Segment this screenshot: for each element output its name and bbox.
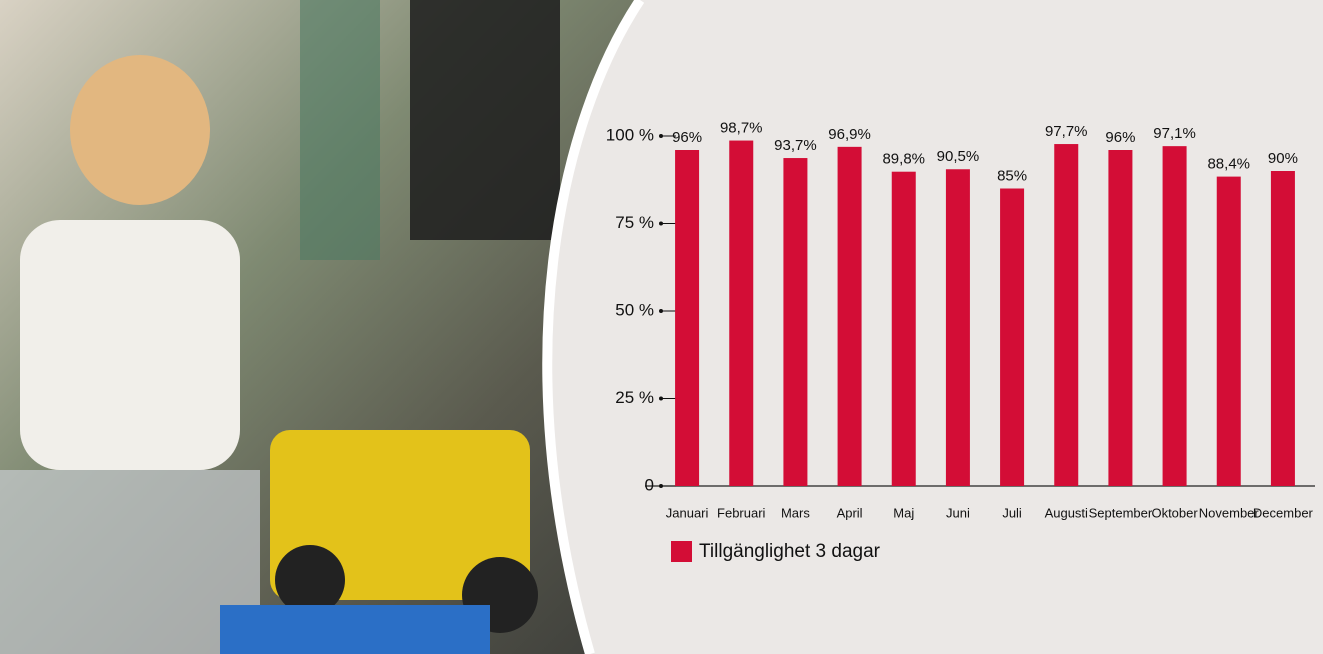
photo	[0, 0, 640, 654]
x-tick-label: November	[1199, 505, 1260, 520]
x-tick-label: Juni	[946, 505, 970, 520]
value-label: 98,7%	[720, 120, 763, 137]
value-label: 93,7%	[774, 137, 817, 154]
x-tick-label: Oktober	[1151, 505, 1198, 520]
bar	[1054, 144, 1079, 487]
x-tick-label: Januari	[666, 505, 709, 520]
value-label: 97,1%	[1153, 125, 1196, 142]
y-tick-label: 25 %	[615, 388, 654, 407]
y-tick-label: 0	[645, 475, 654, 494]
y-tick-label: 100 %	[606, 125, 654, 144]
x-tick-label: December	[1253, 505, 1314, 520]
bar	[837, 146, 862, 486]
x-tick-label: Februari	[717, 505, 766, 520]
bar	[1270, 171, 1295, 486]
bar	[1108, 150, 1133, 486]
x-tick-label: April	[837, 505, 863, 520]
value-label: 96,9%	[828, 126, 871, 143]
x-tick-label: September	[1089, 505, 1153, 520]
value-label: 90,5%	[937, 148, 980, 165]
x-tick-label: Augusti	[1045, 505, 1088, 520]
y-tick-label: 75 %	[615, 213, 654, 232]
value-label: 96%	[1105, 129, 1135, 146]
bar	[1216, 176, 1241, 486]
value-label: 96%	[672, 129, 702, 146]
value-label: 89,8%	[882, 151, 925, 168]
y-tick-label: 50 %	[615, 300, 654, 319]
x-tick-label: Juli	[1002, 505, 1022, 520]
divider	[542, 0, 645, 654]
x-tick-label: Maj	[893, 505, 914, 520]
x-tick-label: Mars	[781, 505, 810, 520]
value-label: 90%	[1268, 150, 1298, 167]
bar	[1162, 146, 1187, 486]
value-label: 97,7%	[1045, 123, 1088, 140]
bar	[1000, 188, 1025, 486]
value-label: 88,4%	[1207, 156, 1250, 173]
legend-swatch	[671, 541, 692, 562]
legend-label: Tillgänglighet 3 dagar	[699, 541, 881, 562]
bar	[891, 171, 916, 486]
value-label: 85%	[997, 167, 1027, 184]
bar	[729, 140, 754, 487]
bar	[783, 158, 808, 487]
bar	[945, 169, 970, 486]
bar	[675, 150, 700, 486]
